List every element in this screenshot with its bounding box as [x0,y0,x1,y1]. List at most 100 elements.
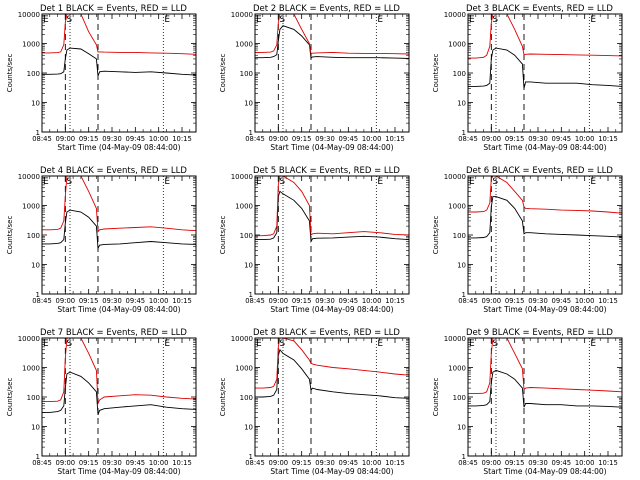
panel-title: Det 2 BLACK = Events, RED = LLD [253,4,400,14]
ytick-label: 100 [453,70,466,78]
xtick-label: 09:00 [56,297,76,305]
detector-panel-5: Det 5 BLACK = Events, RED = LLD 1 10 100 100… [219,166,410,314]
xtick-label: 10:15 [385,297,405,305]
marker-s-label: S [279,15,285,25]
series-group [468,14,622,89]
xtick-label: 09:00 [269,135,289,143]
ytick-label: 10000 [231,173,253,181]
detector-panel-3: Det 3 BLACK = Events, RED = LLD 1 10 100 100… [432,4,623,152]
ytick-label: 10 [457,424,466,432]
xtick-label: 08:45 [245,135,265,143]
xtick-label: 09:00 [269,459,289,467]
xtick-label: 09:45 [552,135,572,143]
xtick-label: 08:45 [32,135,52,143]
detector-panel-9: Det 9 BLACK = Events, RED = LLD 1 10 100 100… [432,328,623,476]
xtick-label: 09:15 [79,135,99,143]
xtick-label: 09:15 [292,459,312,467]
marker-s-label: S [492,339,498,349]
series-group [255,176,409,243]
marker-s-label: S [279,177,285,187]
xtick-label: 10:00 [149,459,169,467]
ytick-label: 10000 [231,11,253,19]
ytick-label: 1 [249,129,253,137]
series-line-lld [255,14,409,55]
xtick-label: 10:15 [385,135,405,143]
xtick-label: 10:15 [385,459,405,467]
ytick-label: 1 [36,129,40,137]
series-group [42,14,196,77]
marker-e-label-left: E [43,339,49,349]
ytick-label: 10 [457,262,466,270]
marker-e-label: E [590,177,596,187]
series-line-lld [42,338,196,404]
x-axis-label: Start Time (04-May-09 08:44:00) [270,143,393,152]
xtick-label: 09:00 [269,297,289,305]
plot-frame [254,337,410,457]
ytick-label: 1000 [235,41,253,49]
series-group [255,338,409,399]
plot-frame [41,175,197,295]
ytick-label: 1000 [22,41,40,49]
xtick-label: 09:15 [79,459,99,467]
series-line-events [255,25,409,59]
series-group [42,176,196,251]
xtick-label: 09:00 [482,459,502,467]
ytick-label: 1000 [448,203,466,211]
marker-s-label: S [492,15,498,25]
xtick-label: 09:45 [339,135,359,143]
ytick-label: 100 [453,232,466,240]
ytick-label: 1000 [22,203,40,211]
marker-e-label: E [164,15,170,25]
ytick-label: 1000 [22,365,40,373]
xtick-label: 10:15 [172,459,192,467]
xtick-label: 10:00 [149,297,169,305]
ytick-label: 10000 [18,173,40,181]
xtick-label: 09:45 [126,297,146,305]
plot-frame [41,13,197,133]
xtick-label: 10:15 [598,297,618,305]
marker-e-label-left: E [256,15,262,25]
series-line-events [468,196,622,239]
xtick-label: 08:45 [245,297,265,305]
panel-title: Det 4 BLACK = Events, RED = LLD [40,166,187,176]
xtick-label: 09:15 [79,297,99,305]
marker-e-label-left: E [43,15,49,25]
series-line-lld [468,176,622,214]
x-axis-label: Start Time (04-May-09 08:44:00) [57,467,180,476]
xtick-label: 09:30 [315,297,335,305]
x-axis-label: Start Time (04-May-09 08:44:00) [483,467,606,476]
xtick-label: 10:15 [172,135,192,143]
x-axis-label: Start Time (04-May-09 08:44:00) [483,143,606,152]
plot-frame [254,175,410,295]
detector-panel-8: Det 8 BLACK = Events, RED = LLD 1 10 100 100… [219,328,410,476]
xtick-label: 10:00 [362,135,382,143]
xtick-label: 09:00 [482,297,502,305]
xtick-label: 09:00 [56,135,76,143]
xtick-label: 09:15 [505,297,525,305]
marker-s-label: S [492,177,498,187]
series-line-events [468,369,622,408]
xtick-label: 09:30 [315,459,335,467]
xtick-label: 09:30 [528,135,548,143]
xtick-label: 10:00 [149,135,169,143]
ytick-label: 10000 [18,11,40,19]
xtick-label: 10:00 [362,297,382,305]
series-group [468,338,622,408]
ytick-label: 1 [36,291,40,299]
ytick-label: 1 [249,453,253,461]
detector-panel-2: Det 2 BLACK = Events, RED = LLD 1 10 100 100… [219,4,410,152]
y-axis-label: Counts/sec [6,378,14,417]
ytick-label: 10 [31,424,40,432]
marker-e-label: E [377,339,383,349]
series-line-events [42,371,196,415]
y-axis-label: Counts/sec [219,216,227,255]
ytick-label: 10 [244,100,253,108]
xtick-label: 09:30 [102,135,122,143]
ytick-label: 1 [36,453,40,461]
ytick-label: 1000 [235,365,253,373]
marker-e-label-left: E [469,339,475,349]
ytick-label: 10000 [18,335,40,343]
ytick-label: 100 [240,232,253,240]
xtick-label: 09:30 [102,297,122,305]
x-axis-label: Start Time (04-May-09 08:44:00) [57,305,180,314]
